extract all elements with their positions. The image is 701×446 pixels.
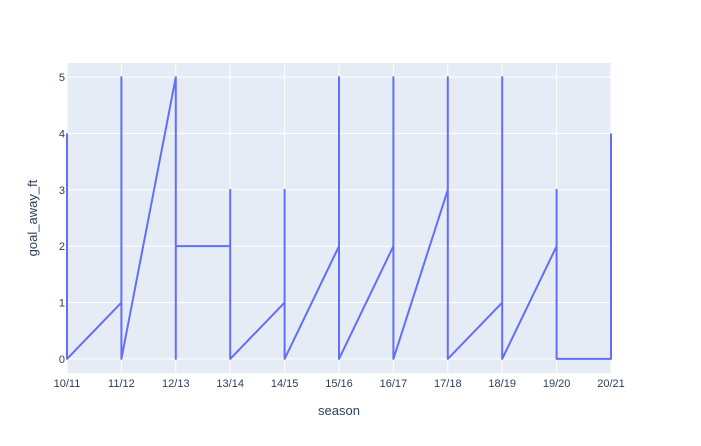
y-tick-label: 2 (59, 241, 65, 253)
x-tick-label: 11/12 (108, 378, 135, 390)
y-axis-ticks: 0 1 2 3 4 5 (59, 72, 65, 366)
x-tick-label: 13/14 (216, 378, 244, 390)
x-tick-label: 18/19 (488, 378, 516, 390)
y-axis-title: goal_away_ft (25, 179, 40, 256)
x-tick-label: 19/20 (543, 378, 571, 390)
series-layer (66, 76, 612, 360)
y-tick-label: 5 (59, 72, 65, 84)
x-tick-label: 14/15 (271, 378, 299, 390)
x-tick-label: 15/16 (325, 378, 353, 390)
y-tick-label: 4 (59, 128, 65, 140)
x-tick-label: 12/13 (162, 378, 190, 390)
x-tick-label: 16/17 (380, 378, 408, 390)
y-tick-label: 1 (59, 298, 65, 310)
y-tick-label: 0 (59, 354, 65, 366)
x-axis-title: season (318, 403, 360, 418)
x-tick-label: 20/21 (597, 378, 625, 390)
series-line (66, 76, 612, 360)
x-tick-label: 10/11 (54, 378, 81, 390)
y-tick-label: 3 (59, 185, 65, 197)
x-tick-label: 17/18 (434, 378, 462, 390)
x-axis-ticks: 10/11 11/12 12/13 13/14 14/15 15/16 16/17 17/18… (54, 378, 625, 390)
